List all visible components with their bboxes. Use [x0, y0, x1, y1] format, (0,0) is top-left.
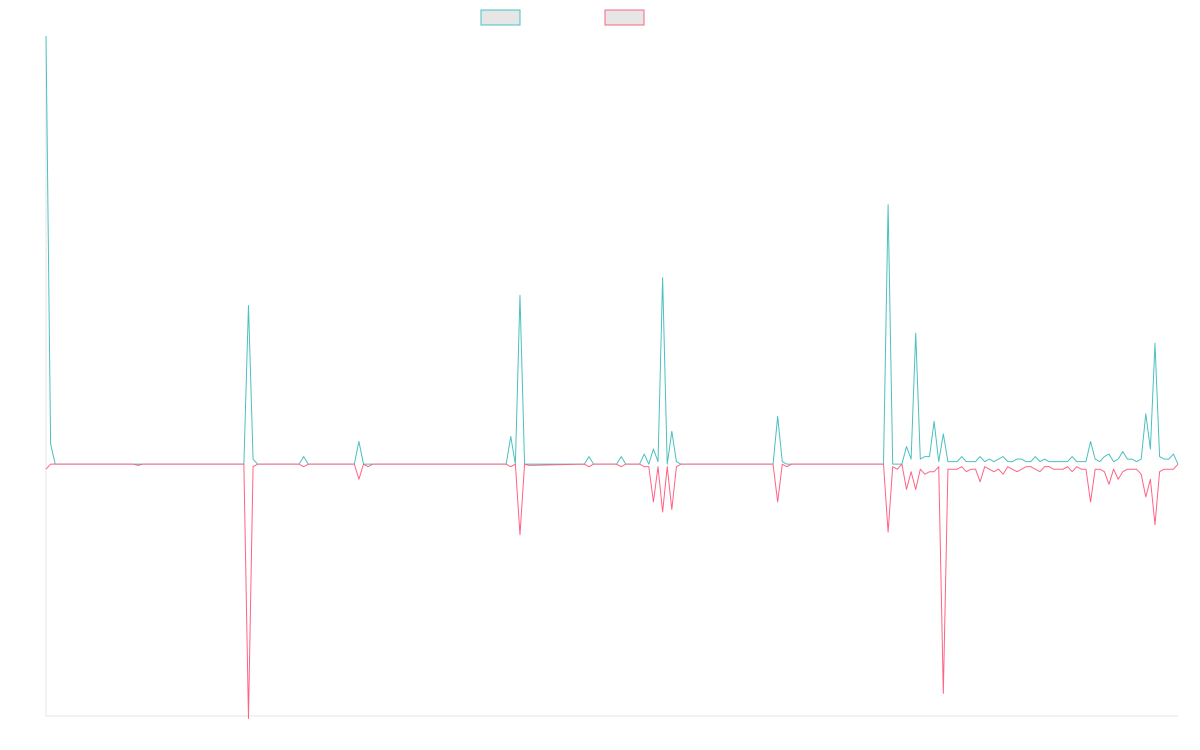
series-layer	[45, 35, 1179, 720]
legend	[480, 9, 645, 26]
legend-swatch-series-2[interactable]	[604, 9, 645, 26]
legend-swatch-series-1[interactable]	[480, 9, 521, 26]
series-1-line	[45, 35, 1179, 465]
series-2-line	[45, 463, 1179, 720]
